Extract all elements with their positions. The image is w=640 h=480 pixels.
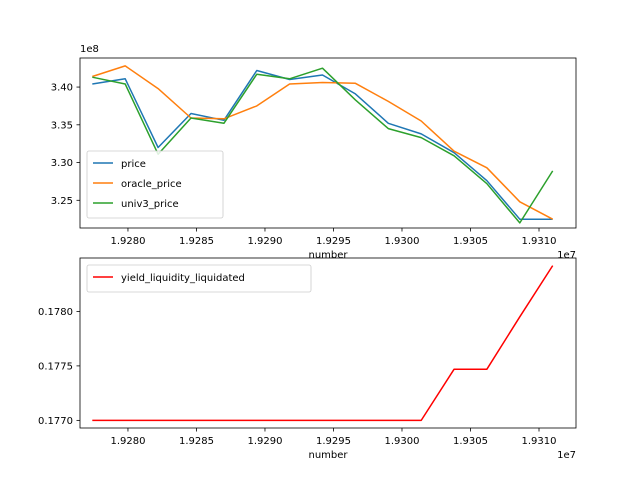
x-tick-label: 1.9310: [522, 436, 557, 447]
x-tick-label: 1.9280: [110, 436, 145, 447]
x-tick-label: 1.9285: [179, 436, 214, 447]
x-tick-label: 1.9295: [316, 236, 351, 247]
y-tick-label: 3.25: [51, 196, 73, 207]
series-line-yield_liquidity_liquidated: [92, 265, 554, 422]
x-tick-label: 1.9295: [316, 436, 351, 447]
y-tick-label: 0.1770: [38, 416, 73, 427]
series-line-univ3_price: [92, 67, 554, 224]
chart-panel-1: 1.9280 1.9285 1.9290 1.9295 1.9300 1.9305 1.93…: [51, 44, 577, 261]
legend-box: [86, 264, 312, 293]
series-line-price: [92, 69, 553, 220]
x-offset-label: 1e7: [557, 450, 576, 461]
legend-label: yield_liquidity_liquidated: [121, 273, 245, 284]
axes-frame: [79, 257, 577, 429]
legend-label: oracle_price: [121, 179, 182, 190]
x-tick-label: 1.9305: [453, 436, 488, 447]
x-axis-label: number: [308, 450, 348, 461]
legend-box: [86, 150, 224, 219]
chart-panel-2: 1.9280 1.9285 1.9290 1.9295 1.9300 1.9305 1.93…: [38, 257, 577, 461]
legend-label: univ3_price: [121, 199, 179, 210]
y-tick-label: 3.30: [51, 158, 73, 169]
x-tick-label: 1.9280: [110, 236, 145, 247]
x-tick-label: 1.9290: [247, 236, 282, 247]
legend: yield_liquidity_liquidated: [86, 264, 312, 293]
x-tick-label: 1.9300: [384, 436, 419, 447]
x-offset-label: 1e7: [557, 250, 576, 261]
y-tick-label: 0.1775: [38, 361, 73, 372]
y-tick-label: 3.35: [51, 120, 73, 131]
x-tick-label: 1.9285: [179, 236, 214, 247]
x-tick-label: 1.9305: [453, 236, 488, 247]
series-line-oracle_price: [92, 65, 554, 220]
legend-label: price: [121, 159, 146, 170]
x-tick-label: 1.9300: [384, 236, 419, 247]
x-axis-label: number: [308, 250, 348, 261]
x-tick-label: 1.9290: [247, 436, 282, 447]
y-tick-label: 0.1780: [38, 307, 73, 318]
y-offset-label: 1e8: [80, 44, 99, 55]
x-tick-label: 1.9310: [522, 236, 557, 247]
legend: price oracle_price univ3_price: [86, 150, 224, 219]
axes-frame: [79, 57, 577, 229]
y-tick-label: 3.40: [51, 83, 73, 94]
